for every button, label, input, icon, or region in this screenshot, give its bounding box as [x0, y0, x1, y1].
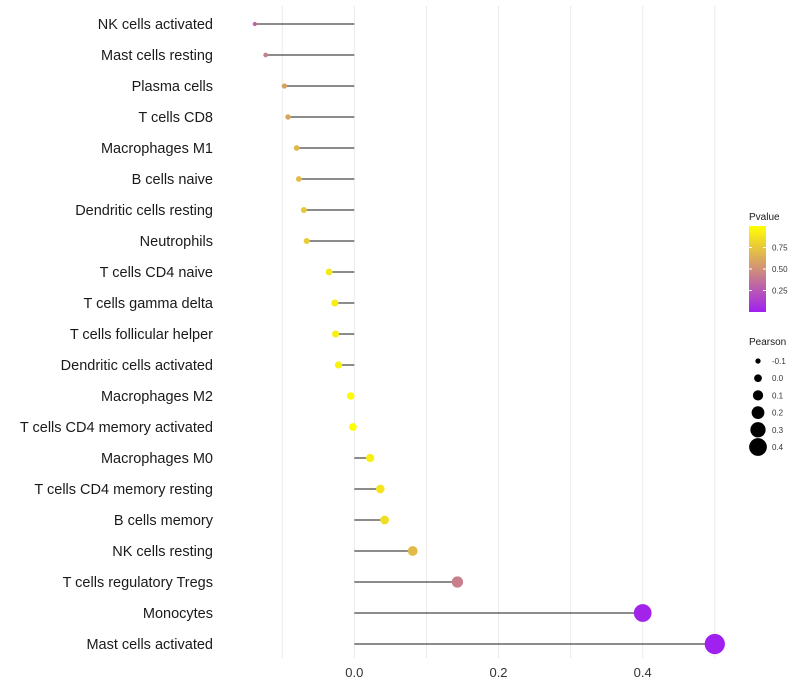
x-tick-label-1: 0.2 — [489, 665, 507, 680]
point-3 — [285, 114, 291, 120]
pearson-legend-dot-1 — [754, 374, 762, 383]
point-16 — [380, 515, 390, 525]
category-label-10: T cells follicular helper — [70, 327, 213, 343]
category-label-16: B cells memory — [114, 513, 214, 529]
point-9 — [331, 299, 339, 307]
category-label-19: Monocytes — [143, 606, 213, 622]
point-12 — [346, 392, 355, 400]
pvalue-legend-label-0: 0.75 — [772, 244, 788, 253]
category-label-12: Macrophages M2 — [101, 389, 213, 405]
point-17 — [407, 546, 418, 556]
point-2 — [281, 83, 288, 89]
category-label-5: B cells naive — [132, 172, 213, 188]
pearson-legend-dot-3 — [751, 406, 765, 419]
point-14 — [366, 453, 375, 463]
category-label-18: T cells regulatory Tregs — [63, 575, 213, 591]
category-label-6: Dendritic cells resting — [75, 203, 213, 219]
category-label-14: Macrophages M0 — [101, 451, 213, 467]
point-1 — [263, 52, 268, 58]
pearson-legend-dot-4 — [750, 422, 766, 438]
point-8 — [325, 268, 333, 276]
pearson-legend-dot-2 — [752, 390, 764, 401]
pearson-legend-label-4: 0.3 — [772, 426, 784, 435]
pvalue-legend-label-2: 0.25 — [772, 287, 788, 296]
point-6 — [300, 207, 307, 213]
point-13 — [349, 423, 357, 431]
pvalue-legend: Pvalue 0.75 0.50 0.25 — [749, 212, 788, 312]
category-label-1: Mast cells resting — [101, 48, 213, 64]
pvalue-legend-label-1: 0.50 — [772, 265, 788, 274]
point-5 — [295, 176, 302, 182]
category-label-11: Dendritic cells activated — [61, 358, 213, 374]
category-labels: NK cells activated Mast cells resting Plas… — [20, 17, 214, 653]
category-label-7: Neutrophils — [140, 234, 213, 250]
point-4 — [293, 145, 300, 151]
pearson-legend: Pearson -0.1 0.0 0.1 0.2 0.3 0.4 — [749, 337, 786, 456]
category-label-3: T cells CD8 — [138, 110, 213, 126]
category-label-17: NK cells resting — [112, 544, 213, 560]
pvalue-colorbar — [749, 226, 766, 312]
pearson-legend-dot-5 — [749, 438, 767, 456]
category-label-9: T cells gamma delta — [84, 296, 214, 312]
pvalue-legend-title: Pvalue — [749, 212, 780, 223]
category-label-0: NK cells activated — [98, 17, 213, 33]
pearson-legend-label-1: 0.0 — [772, 374, 784, 383]
category-label-15: T cells CD4 memory resting — [34, 482, 213, 498]
pearson-legend-label-0: -0.1 — [772, 357, 786, 366]
category-label-13: T cells CD4 memory activated — [20, 420, 213, 436]
lollipop-stems — [254, 23, 715, 645]
x-tick-label-0: 0.0 — [345, 665, 363, 680]
x-tick-label-2: 0.4 — [634, 665, 652, 680]
pearson-legend-title: Pearson — [749, 337, 786, 348]
point-20 — [704, 633, 725, 655]
lollipop-points — [252, 21, 725, 655]
x-tick-labels: 0.0 0.2 0.4 — [345, 665, 651, 680]
pearson-legend-dot-0 — [755, 358, 761, 364]
pearson-legend-label-2: 0.1 — [772, 391, 784, 400]
point-7 — [303, 237, 310, 245]
category-label-20: Mast cells activated — [86, 637, 213, 653]
pearson-legend-label-3: 0.2 — [772, 409, 784, 418]
category-label-8: T cells CD4 naive — [100, 265, 213, 281]
point-18 — [451, 576, 464, 588]
point-15 — [375, 484, 385, 494]
category-label-4: Macrophages M1 — [101, 141, 213, 157]
point-11 — [334, 361, 343, 369]
pearson-legend-label-5: 0.4 — [772, 443, 784, 452]
point-0 — [252, 21, 257, 27]
category-label-2: Plasma cells — [132, 79, 213, 95]
point-19 — [633, 604, 652, 622]
grid-lines — [281, 6, 716, 658]
point-10 — [332, 330, 340, 338]
